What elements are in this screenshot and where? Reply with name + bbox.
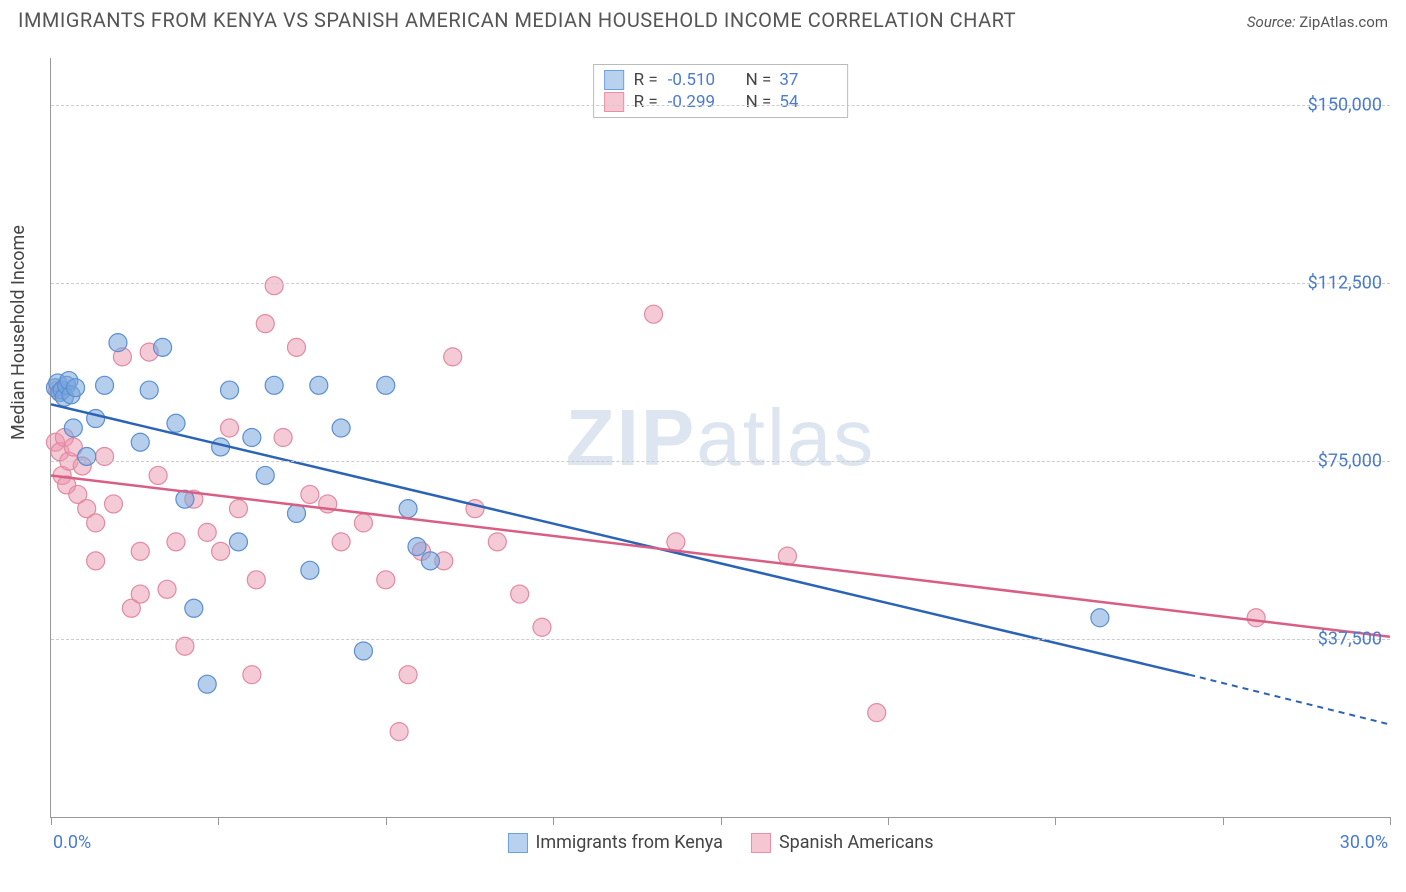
data-point — [131, 433, 149, 451]
data-point — [185, 599, 203, 617]
legend-item-spanish: Spanish Americans — [751, 832, 934, 853]
data-point — [868, 704, 886, 722]
data-point — [198, 523, 216, 541]
data-point — [488, 533, 506, 551]
data-point — [408, 538, 426, 556]
x-axis-min-label: 0.0% — [53, 832, 91, 853]
data-point — [377, 571, 395, 589]
data-point — [158, 580, 176, 598]
data-point — [104, 495, 122, 513]
data-point — [87, 552, 105, 570]
y-tick-label: $75,000 — [1318, 451, 1382, 472]
source-label: Source: — [1247, 13, 1296, 31]
data-point — [131, 542, 149, 560]
y-axis-label: Median Household Income — [8, 225, 29, 440]
data-point — [247, 571, 265, 589]
data-point — [301, 485, 319, 503]
data-point — [287, 504, 305, 522]
source-attribution: Source: ZipAtlas.com — [1247, 13, 1388, 31]
legend-label-spanish: Spanish Americans — [779, 832, 934, 853]
y-tick-label: $150,000 — [1308, 95, 1382, 116]
scatter-svg — [51, 58, 1390, 817]
data-point — [256, 315, 274, 333]
y-tick-label: $112,500 — [1308, 273, 1382, 294]
data-point — [78, 447, 96, 465]
chart-plot-area: ZIPatlas R = -0.510 N = 37 R = -0.299 N … — [50, 58, 1390, 818]
data-point — [265, 376, 283, 394]
data-point — [421, 552, 439, 570]
data-point — [377, 376, 395, 394]
trend-line — [51, 404, 1189, 674]
x-tick — [1390, 817, 1391, 825]
data-point — [354, 514, 372, 532]
data-point — [154, 338, 172, 356]
x-tick — [1223, 817, 1224, 825]
legend-label-kenya: Immigrants from Kenya — [535, 832, 723, 853]
source-value: ZipAtlas.com — [1299, 13, 1388, 31]
gridline-h — [51, 461, 1390, 462]
data-point — [212, 542, 230, 560]
trend-line-extrapolated — [1189, 675, 1390, 725]
x-tick — [386, 817, 387, 825]
data-point — [229, 500, 247, 518]
trend-line — [51, 475, 1390, 636]
legend-swatch-kenya — [507, 833, 527, 853]
x-tick — [721, 817, 722, 825]
data-point — [256, 466, 274, 484]
gridline-h — [51, 105, 1390, 106]
data-point — [131, 585, 149, 603]
data-point — [287, 338, 305, 356]
legend-swatch-spanish — [751, 833, 771, 853]
series-legend: Immigrants from Kenya Spanish Americans — [507, 832, 933, 853]
data-point — [310, 376, 328, 394]
gridline-h — [51, 639, 1390, 640]
data-point — [301, 561, 319, 579]
data-point — [444, 348, 462, 366]
x-tick — [51, 817, 52, 825]
x-tick — [553, 817, 554, 825]
data-point — [511, 585, 529, 603]
x-tick — [218, 817, 219, 825]
data-point — [274, 429, 292, 447]
y-tick-label: $37,500 — [1318, 629, 1382, 650]
data-point — [332, 533, 350, 551]
data-point — [1247, 609, 1265, 627]
data-point — [221, 381, 239, 399]
data-point — [64, 419, 82, 437]
data-point — [1091, 609, 1109, 627]
data-point — [87, 514, 105, 532]
data-point — [243, 666, 261, 684]
data-point — [265, 277, 283, 295]
data-point — [229, 533, 247, 551]
x-tick — [888, 817, 889, 825]
data-point — [399, 500, 417, 518]
x-tick — [1055, 817, 1056, 825]
data-point — [667, 533, 685, 551]
data-point — [109, 334, 127, 352]
gridline-h — [51, 283, 1390, 284]
data-point — [167, 414, 185, 432]
data-point — [533, 618, 551, 636]
data-point — [96, 376, 114, 394]
data-point — [390, 723, 408, 741]
data-point — [67, 379, 85, 397]
data-point — [221, 419, 239, 437]
chart-title: IMMIGRANTS FROM KENYA VS SPANISH AMERICA… — [18, 8, 1016, 32]
data-point — [149, 466, 167, 484]
data-point — [140, 381, 158, 399]
data-point — [332, 419, 350, 437]
data-point — [354, 642, 372, 660]
x-axis-max-label: 30.0% — [1340, 832, 1388, 853]
data-point — [243, 429, 261, 447]
data-point — [645, 305, 663, 323]
data-point — [198, 675, 216, 693]
legend-item-kenya: Immigrants from Kenya — [507, 832, 723, 853]
chart-header: IMMIGRANTS FROM KENYA VS SPANISH AMERICA… — [0, 0, 1406, 36]
data-point — [167, 533, 185, 551]
data-point — [399, 666, 417, 684]
data-point — [96, 447, 114, 465]
